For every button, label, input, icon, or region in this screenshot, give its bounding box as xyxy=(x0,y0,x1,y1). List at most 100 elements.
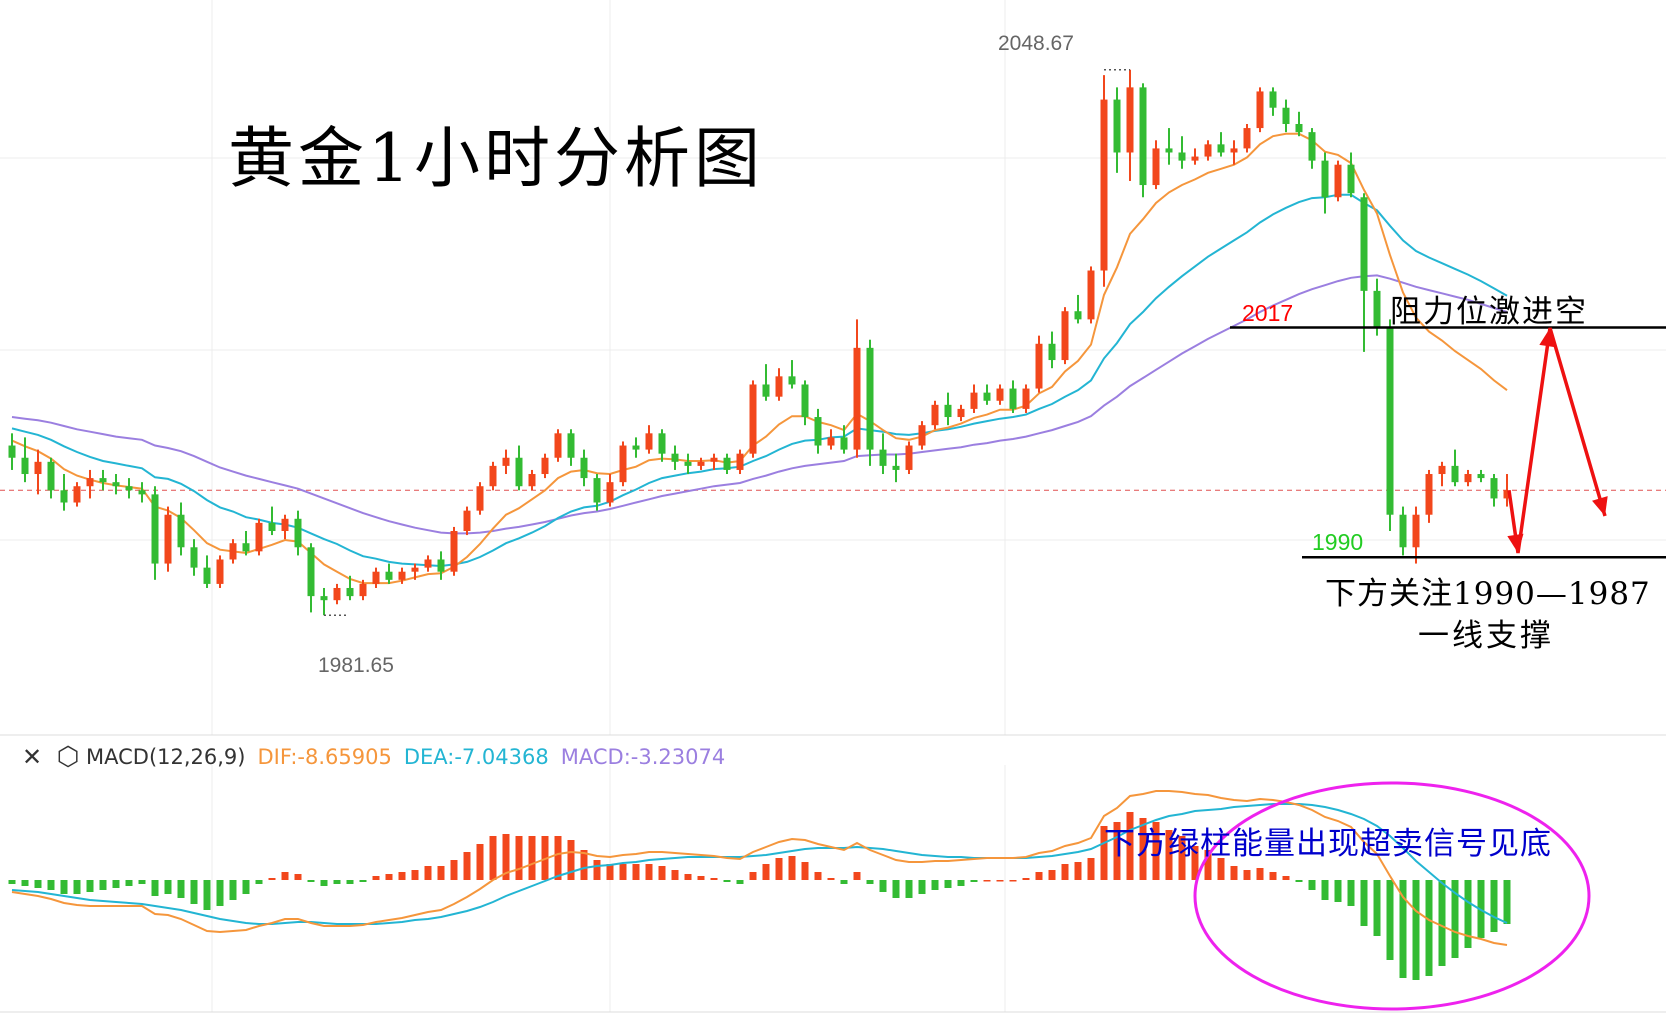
candle xyxy=(541,453,549,479)
low-extreme-label: 1981.65 xyxy=(318,654,394,677)
candle xyxy=(710,453,718,470)
candle-body xyxy=(827,437,835,446)
candle-body xyxy=(21,457,29,475)
candle xyxy=(1074,294,1082,324)
candle xyxy=(580,449,588,487)
candle xyxy=(164,506,172,572)
macd-histogram-bar xyxy=(970,880,978,882)
macd-histogram-bar xyxy=(931,880,939,890)
candle xyxy=(892,453,900,483)
macd-histogram-bar xyxy=(593,860,601,880)
candle xyxy=(1113,87,1121,173)
macd-histogram-bar xyxy=(1386,880,1394,960)
candle xyxy=(177,502,185,556)
candle xyxy=(1386,319,1394,531)
candle xyxy=(645,425,653,454)
settings-icon[interactable]: ⬡ xyxy=(56,742,80,772)
candle-body xyxy=(502,457,510,466)
candle-body xyxy=(684,461,692,466)
candle-body xyxy=(1282,107,1290,124)
candle-body xyxy=(944,404,952,418)
candle xyxy=(1425,469,1433,523)
candle xyxy=(255,518,263,556)
macd-histogram-bar xyxy=(1126,812,1134,880)
candle xyxy=(1464,469,1472,487)
macd-histogram-bar xyxy=(385,874,393,880)
candle xyxy=(73,482,81,507)
macd-panel[interactable] xyxy=(8,790,1511,980)
candle xyxy=(1451,449,1459,487)
candle-body xyxy=(606,482,614,503)
candle xyxy=(450,526,458,576)
candle xyxy=(1152,140,1160,190)
candle xyxy=(1165,128,1173,165)
candle-body xyxy=(879,449,887,466)
candle-body xyxy=(8,445,16,458)
candle-body xyxy=(1308,132,1316,161)
candle xyxy=(1412,506,1420,564)
price-panel[interactable] xyxy=(0,68,1666,616)
candle-body xyxy=(970,392,978,409)
macd-histogram-bar xyxy=(151,880,159,896)
macd-histogram-bar xyxy=(1048,870,1056,880)
candle xyxy=(424,555,432,572)
candle-body xyxy=(1503,490,1511,499)
macd-histogram-bar xyxy=(8,880,16,884)
macd-histogram-bar xyxy=(34,880,42,888)
macd-histogram-bar xyxy=(879,880,887,892)
candle-body xyxy=(1074,311,1082,320)
candle-body xyxy=(190,547,198,568)
candle-body xyxy=(359,583,367,597)
candle xyxy=(619,441,627,487)
candle xyxy=(1347,152,1355,198)
candle xyxy=(281,514,289,540)
macd-histogram-bar xyxy=(255,880,263,884)
candle-body xyxy=(255,522,263,552)
candle-body xyxy=(1269,91,1277,108)
candle-body xyxy=(593,478,601,503)
macd-histogram-bar xyxy=(1373,880,1381,936)
candle xyxy=(1503,474,1511,507)
macd-histogram-bar xyxy=(671,870,679,880)
candle xyxy=(203,555,211,588)
macd-histogram-bar xyxy=(1347,880,1355,906)
macd-histogram-bar xyxy=(1074,862,1082,880)
candle-body xyxy=(931,404,939,426)
candle-body xyxy=(73,486,81,503)
candle-body xyxy=(463,510,471,531)
macd-histogram-bar xyxy=(762,864,770,880)
macd-histogram-bar xyxy=(905,880,913,898)
macd-histogram-bar xyxy=(1152,822,1160,880)
close-icon[interactable]: ✕ xyxy=(21,743,43,771)
macd-histogram-bar xyxy=(1100,826,1108,880)
dif-value: DIF:-8.65905 xyxy=(257,745,392,769)
candle-body xyxy=(775,376,783,397)
candle xyxy=(1308,128,1316,169)
candle xyxy=(320,587,328,616)
candle-body xyxy=(1178,152,1186,161)
macd-histogram-bar xyxy=(1464,880,1472,948)
resistance-level-label: 2017 xyxy=(1242,300,1294,326)
macd-histogram-bar xyxy=(957,880,965,886)
candle-body xyxy=(411,567,419,572)
macd-histogram-bar xyxy=(1087,858,1095,880)
candle-body xyxy=(229,543,237,560)
macd-histogram-bar xyxy=(645,864,653,880)
candle xyxy=(944,392,952,426)
candle-body xyxy=(476,486,484,511)
candle-body xyxy=(866,347,874,450)
macd-histogram-bar xyxy=(463,852,471,880)
macd-histogram-bar xyxy=(1061,864,1069,880)
macd-histogram-bar xyxy=(866,880,874,884)
candle-body xyxy=(1009,388,1017,409)
candle xyxy=(801,380,809,426)
candle-body xyxy=(1386,327,1394,515)
candle-body xyxy=(983,392,991,401)
candle xyxy=(1334,160,1342,202)
candle xyxy=(1230,140,1238,165)
macd-histogram-bar xyxy=(1334,880,1342,902)
macd-histogram-bar xyxy=(1009,880,1017,882)
candle xyxy=(1256,87,1264,133)
candle xyxy=(1048,331,1056,369)
candle xyxy=(567,429,575,466)
